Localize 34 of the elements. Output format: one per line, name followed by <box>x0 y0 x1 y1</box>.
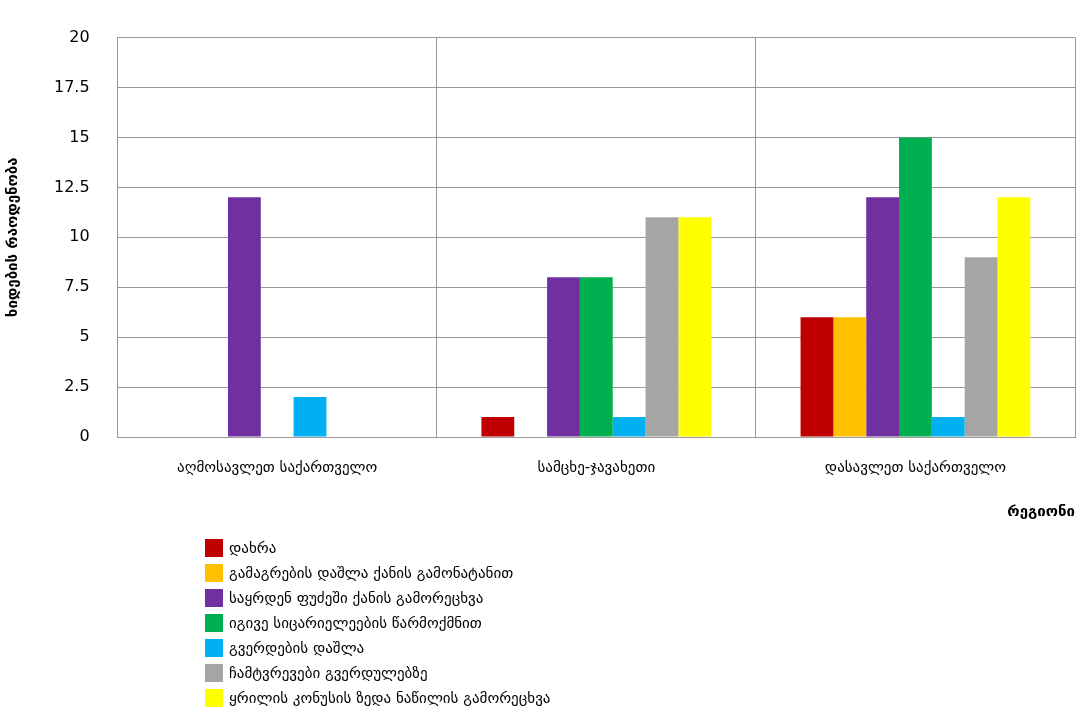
bar <box>899 137 932 437</box>
bar <box>481 417 515 437</box>
bar <box>293 397 327 437</box>
legend-label: ყრილის კონუსის ზედა ნაწილის გამორეცხვა <box>229 688 551 707</box>
legend-label: დახრა <box>229 538 277 557</box>
y-tick-label: 20 <box>69 26 90 46</box>
y-tick-label: 12.5 <box>54 176 90 196</box>
bar <box>997 197 1031 437</box>
bar <box>866 197 900 437</box>
y-axis-title: ხიდების რაოდენობა <box>2 157 21 318</box>
bar <box>678 217 712 437</box>
legend-label: იგივე სიცარიელეების წარმოქმნით <box>229 613 482 632</box>
y-tick-label: 0 <box>79 426 90 446</box>
x-tick-label: სამცხე-ჯავახეთი <box>537 457 656 476</box>
x-tick-label: აღმოსავლეთ საქართველო <box>177 457 378 476</box>
legend-label: ჩამტვრევები გვერდულებზე <box>229 663 428 682</box>
bar <box>547 277 580 437</box>
legend-label: საყრდენ ფუძეში ქანის გამორეცხვა <box>229 588 484 607</box>
y-tick-label: 17.5 <box>54 76 90 96</box>
bar <box>227 197 261 437</box>
y-tick-label: 15 <box>69 126 90 146</box>
legend-label: გამაგრების დაშლა ქანის გამონატანით <box>229 563 514 582</box>
legend-label: გვერდების დაშლა <box>229 638 365 657</box>
x-axis-title: რეგიონი <box>1007 501 1075 520</box>
y-tick-label: 7.5 <box>64 276 90 296</box>
y-tick-label: 2.5 <box>64 376 90 396</box>
bar <box>833 317 867 437</box>
bar <box>800 317 834 437</box>
y-tick-label: 5 <box>79 326 90 346</box>
bar <box>579 277 613 437</box>
bar <box>931 417 965 437</box>
bar <box>612 417 646 437</box>
y-tick-label: 10 <box>69 226 90 246</box>
x-tick-label: დასავლეთ საქართველო <box>824 457 1007 476</box>
